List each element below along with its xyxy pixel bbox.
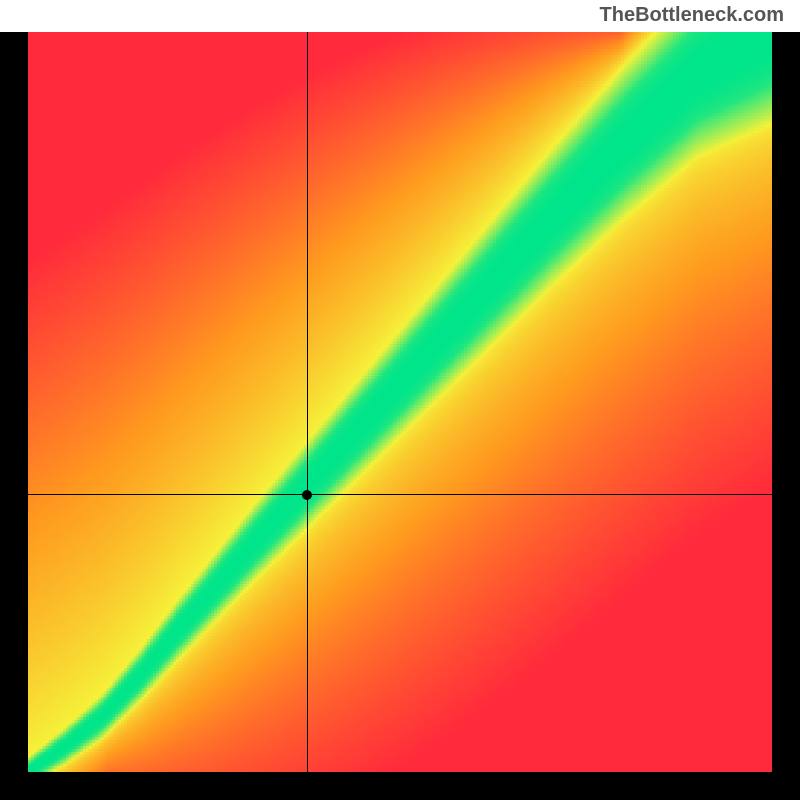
chart-outer-frame [0,32,800,800]
crosshair-horizontal [28,494,772,495]
crosshair-vertical [307,32,308,772]
attribution-text: TheBottleneck.com [600,4,784,27]
heatmap-plot-area [28,32,772,772]
crosshair-marker [302,490,312,500]
bottleneck-heatmap [28,32,772,772]
